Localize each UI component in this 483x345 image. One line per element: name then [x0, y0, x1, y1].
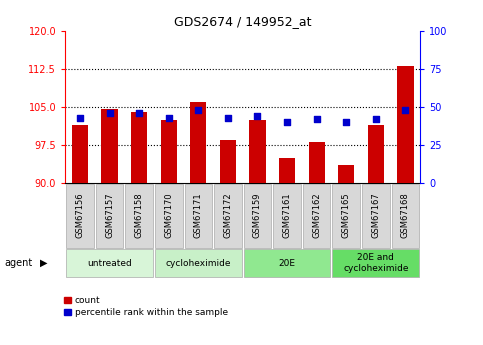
Bar: [190, 102, 206, 183]
Text: GSM67157: GSM67157: [105, 193, 114, 238]
Text: GSM67171: GSM67171: [194, 193, 203, 238]
Point: [165, 115, 172, 120]
Text: GSM67162: GSM67162: [312, 193, 321, 238]
Bar: [161, 120, 177, 183]
Bar: [309, 142, 325, 183]
Bar: [101, 109, 118, 183]
Point: [76, 115, 84, 120]
Point: [401, 107, 409, 113]
Text: GSM67158: GSM67158: [135, 193, 143, 238]
Bar: [368, 125, 384, 183]
Bar: [131, 112, 147, 183]
Point: [106, 110, 114, 116]
Text: GSM67172: GSM67172: [224, 193, 232, 238]
Text: GSM67165: GSM67165: [342, 193, 351, 238]
Text: GSM67159: GSM67159: [253, 193, 262, 238]
Text: cycloheximide: cycloheximide: [166, 258, 231, 268]
Text: GSM67167: GSM67167: [371, 193, 380, 238]
Point: [313, 116, 321, 122]
Text: GSM67156: GSM67156: [75, 193, 85, 238]
Bar: [279, 158, 295, 183]
Text: 20E: 20E: [279, 258, 296, 268]
Text: untreated: untreated: [87, 258, 132, 268]
Bar: [338, 165, 355, 183]
Point: [195, 107, 202, 113]
Text: GSM67170: GSM67170: [164, 193, 173, 238]
Point: [224, 115, 232, 120]
Point: [254, 113, 261, 119]
Text: agent: agent: [5, 258, 33, 268]
Point: [135, 110, 143, 116]
Bar: [72, 125, 88, 183]
Bar: [398, 67, 413, 183]
Text: GSM67161: GSM67161: [283, 193, 292, 238]
Text: GSM67168: GSM67168: [401, 193, 410, 238]
Point: [283, 119, 291, 125]
Point: [342, 119, 350, 125]
Text: 20E and
cycloheximide: 20E and cycloheximide: [343, 253, 409, 273]
Title: GDS2674 / 149952_at: GDS2674 / 149952_at: [174, 16, 312, 29]
Bar: [249, 120, 266, 183]
Point: [372, 116, 380, 122]
Text: ▶: ▶: [40, 258, 47, 268]
Legend: count, percentile rank within the sample: count, percentile rank within the sample: [60, 293, 231, 321]
Bar: [220, 140, 236, 183]
